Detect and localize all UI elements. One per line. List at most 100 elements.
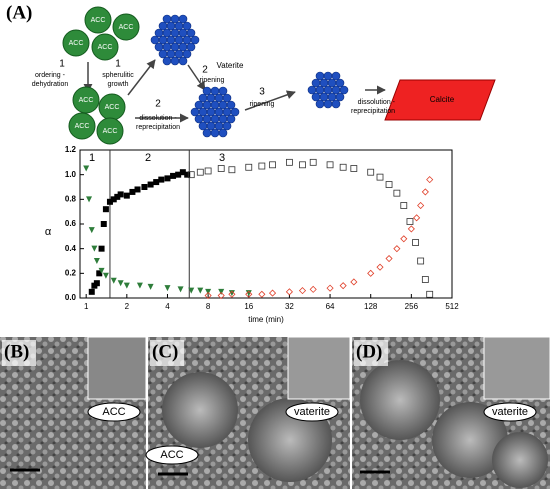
vaterite-particle [206,121,216,131]
point [217,165,225,172]
point [93,280,100,287]
vaterite-particle [186,42,196,52]
point [153,179,160,186]
vaterite-particle [158,21,168,31]
inset [483,336,550,400]
scheme-text: ripening [200,77,225,84]
acc-label: ACC [105,104,120,111]
vaterite-particle [210,128,220,138]
point [421,188,429,196]
phase-label: 3 [219,152,225,164]
vaterite-particle [214,121,224,131]
panel-label: (C) [152,341,178,362]
acc-particle [91,33,119,61]
point [285,288,293,296]
vaterite-particle [190,35,200,45]
point [339,282,347,290]
point [245,290,252,297]
vaterite-particle [331,85,341,95]
y-tick-label: 1.2 [65,145,77,154]
inset [287,336,351,400]
vaterite-particle [162,14,172,24]
vaterite-particle [323,85,333,95]
vaterite-particle [218,86,228,96]
vaterite-particle [198,93,208,103]
acc-particle [96,117,124,145]
panel-label: (B) [4,341,29,362]
y-tick-label: 0.2 [65,268,77,277]
point [309,158,317,166]
point [228,166,236,174]
scheme-text: dehydration [32,81,69,88]
point [367,269,375,277]
vaterite-particle [198,121,208,131]
vaterite-particle [327,78,337,88]
point [421,276,429,283]
scheme-text: ordering - [35,72,66,79]
point [147,283,154,290]
acc-particle [72,86,100,114]
point [385,181,393,188]
point [147,181,154,188]
scheme-text: ripening [250,101,275,108]
vaterite-particle [222,93,232,103]
point [93,258,100,264]
vaterite-particle [178,42,188,52]
scheme-text: spherulitic [102,72,134,79]
vaterite-particle [174,21,184,31]
vaterite-particle [226,100,236,110]
scheme-text: dissolution - [139,115,177,122]
vaterite-particle [166,49,176,59]
point [175,171,182,178]
point [228,290,236,298]
vaterite-particle [315,71,325,81]
point [376,173,384,181]
phase-label: 2 [145,152,151,164]
point [204,291,212,300]
point [91,245,98,252]
scheme-text: 1 [59,59,65,70]
acc-label: ACC [91,17,106,24]
x-axis-label: time (min) [248,315,284,324]
point [298,287,307,295]
scheme-text: reprecipitation [351,108,395,115]
point [86,196,93,203]
vaterite-particle [198,107,208,117]
x-tick-label: 8 [206,302,211,311]
arrow [244,90,296,111]
scheme-text: dissolution - [358,99,396,106]
point [286,158,293,166]
x-tick-label: 64 [326,302,335,311]
point [88,227,95,234]
acc-label: ACC [98,44,113,51]
vaterite-particle [194,114,204,124]
vaterite-particle [327,92,337,102]
vaterite-particle [206,107,216,117]
point [393,245,401,253]
vaterite-particle [166,35,176,45]
vaterite-particle [158,49,168,59]
vaterite-particle [218,100,228,110]
vaterite-particle [210,114,220,124]
point [136,282,143,289]
acc-label: ACC [75,123,90,130]
tag-label: vaterite [294,406,330,418]
acc-label: ACC [103,128,118,135]
x-tick-label: 512 [445,302,459,311]
point [164,285,171,292]
point [102,206,109,213]
vaterite-particle [222,107,232,117]
point [258,290,266,298]
point [98,245,105,252]
panel-label-bg [2,340,36,366]
point [117,280,124,287]
vaterite-particle [319,92,329,102]
point [400,235,408,243]
vaterite-particle [307,85,317,95]
vaterite-particle [190,107,200,117]
point [98,267,105,274]
vaterite-particle [170,28,180,38]
vaterite-particle [218,114,228,124]
tag-label: vaterite [492,406,528,418]
